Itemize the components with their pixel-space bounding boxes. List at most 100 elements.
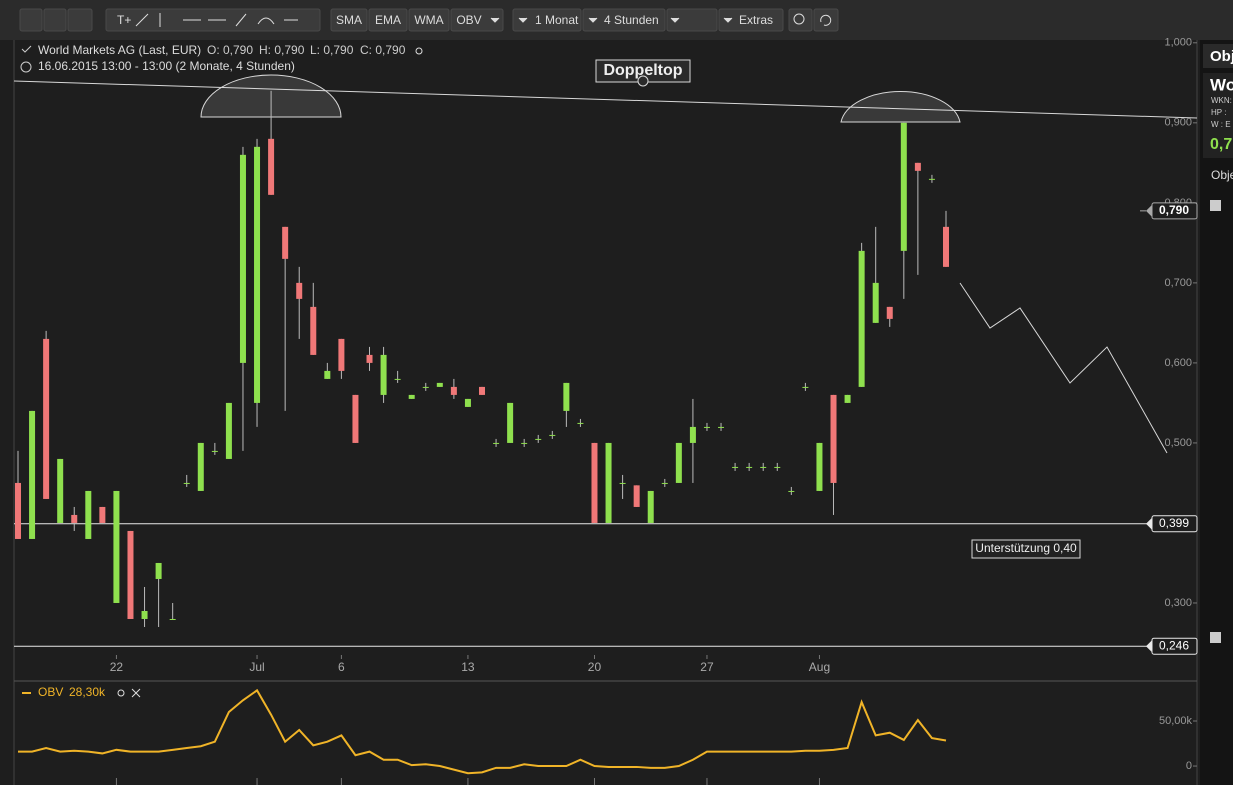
candle-body — [788, 490, 795, 492]
candle-body — [605, 442, 612, 523]
candle-body — [858, 250, 865, 387]
period-button[interactable] — [512, 8, 582, 32]
y-tick-label: 0,600 — [1164, 357, 1192, 369]
candle-body — [268, 138, 275, 195]
candle-body — [436, 382, 443, 387]
wma-label: WMA — [414, 13, 443, 27]
candle-body — [225, 402, 232, 459]
candle-body — [563, 382, 570, 411]
candle-body — [774, 466, 781, 468]
candle-body — [296, 282, 303, 299]
interval-button[interactable] — [582, 8, 666, 32]
candle-body — [689, 426, 696, 443]
candle-body — [43, 338, 50, 499]
candle-body — [507, 402, 514, 443]
side-quote-box — [1203, 73, 1233, 158]
candle-body — [661, 482, 668, 484]
legend-label: OBV — [38, 685, 63, 699]
candle-body — [746, 466, 753, 468]
y-tick-label: 0,300 — [1164, 597, 1192, 609]
layout-button[interactable] — [67, 8, 93, 32]
candle-body — [718, 426, 725, 428]
y-tick-label: 0,500 — [1164, 437, 1192, 449]
x-tick-label: 20 — [588, 660, 602, 674]
x-tick-label: 22 — [110, 660, 124, 674]
side-tab[interactable] — [1203, 44, 1233, 68]
candle-body — [802, 386, 809, 388]
title-icon — [21, 45, 32, 53]
settings-dot[interactable] — [117, 689, 125, 697]
candle-body — [254, 146, 261, 403]
close-icon[interactable] — [131, 688, 141, 698]
candle-body — [211, 450, 218, 452]
settings-dot[interactable] — [415, 47, 423, 55]
y-tick-label: 0,700 — [1164, 277, 1192, 289]
candle-body — [380, 354, 387, 395]
price-tag-tip — [1146, 640, 1152, 653]
candle-body — [943, 226, 949, 267]
extras-button[interactable] — [718, 8, 784, 32]
candle-body — [703, 426, 710, 428]
candle-body — [127, 530, 134, 619]
zoom-button[interactable] — [788, 8, 813, 32]
candle-body — [619, 482, 626, 484]
candle-body — [844, 394, 851, 403]
price-tag-tip — [1146, 517, 1152, 530]
side-panel — [1200, 40, 1233, 785]
extras-label: Extras — [739, 13, 773, 27]
wma-button[interactable] — [408, 8, 450, 32]
x-tick-label: 6 — [338, 660, 345, 674]
candle-body — [338, 338, 345, 371]
side-tab-label: Obj — [1210, 48, 1233, 65]
projection-line — [959, 282, 1168, 454]
search-button[interactable] — [43, 8, 67, 32]
candle-body — [577, 422, 584, 424]
ohlc-label: L: 0,790 — [310, 43, 354, 57]
period-label: 1 Monat — [535, 13, 579, 27]
obv-button[interactable] — [450, 8, 504, 32]
price-tag-label: 0,246 — [1159, 638, 1189, 652]
chart-subtitle: 16.06.2015 13:00 - 13:00 (2 Monate, 4 St… — [38, 59, 295, 73]
sma-button[interactable] — [330, 8, 368, 32]
side-price: 0,7 — [1210, 136, 1232, 153]
ohlc-label: C: 0,790 — [360, 43, 406, 57]
candle-body — [535, 438, 542, 440]
candle-body — [732, 466, 739, 468]
candle-body — [310, 306, 317, 355]
collapse-button[interactable] — [1210, 632, 1221, 643]
side-line: W : E — [1211, 120, 1231, 129]
candle-body — [394, 378, 401, 380]
candle-body — [85, 490, 92, 539]
candle-body — [239, 154, 246, 363]
candle-body — [141, 610, 148, 619]
undo-button[interactable] — [813, 8, 839, 32]
x-tick-label: 27 — [700, 660, 714, 674]
settings-button[interactable] — [19, 8, 43, 32]
price-tag-tip — [1146, 204, 1152, 217]
anchor-point — [637, 75, 649, 87]
candle-body — [830, 394, 837, 483]
ohlc-label: H: 0,790 — [259, 43, 305, 57]
annotation-box — [971, 539, 1081, 559]
candle-body — [928, 178, 935, 180]
candle-body — [591, 442, 598, 523]
candle-body — [549, 434, 556, 436]
y-tick-label: 1,000 — [1164, 37, 1192, 49]
candle-body — [352, 394, 359, 443]
candle-body — [647, 490, 654, 523]
collapse-button[interactable] — [1210, 200, 1221, 211]
candle-body — [479, 386, 485, 395]
dropdown-arrows — [490, 17, 733, 23]
ema-button[interactable] — [368, 8, 408, 32]
candle-body — [408, 394, 415, 399]
chart-type-button[interactable] — [666, 8, 718, 32]
candle-body — [886, 306, 893, 319]
zoom-icon — [793, 13, 805, 25]
candle-body — [521, 442, 528, 444]
candle-body — [914, 162, 921, 171]
legend-value: 28,30k — [69, 685, 106, 699]
annotation: Unterstützung 0,40 — [975, 541, 1077, 555]
candle-body — [872, 282, 879, 323]
